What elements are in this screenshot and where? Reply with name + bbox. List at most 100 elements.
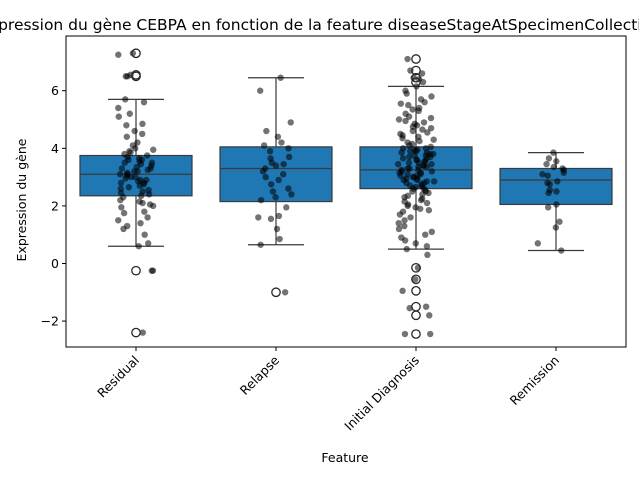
data-point-initial-diagnosis [394, 160, 402, 168]
data-point-initial-diagnosis [406, 153, 413, 161]
data-point-remission [558, 247, 565, 254]
data-point-remission [556, 218, 563, 225]
outlier-relapse [271, 287, 281, 298]
data-point-residual [132, 145, 139, 152]
data-point-initial-diagnosis [430, 136, 437, 143]
data-point-remission [554, 178, 561, 185]
data-point-relapse [278, 139, 285, 146]
data-point-initial-diagnosis [426, 312, 433, 319]
data-point-relapse [277, 74, 284, 81]
data-point-residual [122, 96, 129, 103]
data-point-initial-diagnosis [409, 188, 416, 195]
data-point-initial-diagnosis [406, 165, 413, 172]
data-point-initial-diagnosis [419, 126, 426, 133]
data-point-initial-diagnosis [424, 251, 431, 259]
data-point-residual [115, 104, 122, 112]
outlier-initial-diagnosis [411, 274, 421, 285]
data-point-residual [125, 183, 133, 191]
outlier-initial-diagnosis [411, 262, 421, 273]
y-tick-label: −2 [41, 314, 59, 329]
x-tick-label: Initial Diagnosis [341, 353, 422, 434]
data-point-initial-diagnosis [399, 287, 406, 295]
data-point-initial-diagnosis [402, 117, 409, 125]
data-point-initial-diagnosis [399, 135, 406, 142]
outlier-initial-diagnosis [411, 65, 421, 76]
data-point-relapse [275, 212, 283, 220]
data-point-remission [534, 240, 542, 247]
data-point-relapse [279, 171, 287, 178]
data-point-initial-diagnosis [412, 240, 419, 247]
data-point-residual [144, 166, 151, 174]
data-point-residual [139, 329, 146, 336]
data-point-initial-diagnosis [395, 219, 402, 227]
outlier-initial-diagnosis [411, 329, 421, 339]
data-point-initial-diagnosis [417, 196, 425, 204]
data-point-initial-diagnosis [404, 55, 411, 63]
data-point-initial-diagnosis [401, 222, 408, 230]
data-point-relapse [285, 153, 293, 161]
data-point-remission [539, 171, 546, 178]
data-point-relapse [257, 196, 265, 204]
data-point-remission [543, 160, 550, 168]
data-point-initial-diagnosis [427, 114, 435, 122]
data-point-remission [545, 155, 553, 162]
data-point-relapse [267, 181, 275, 188]
data-point-relapse [288, 191, 295, 198]
data-point-initial-diagnosis [395, 225, 403, 233]
y-tick-label: 6 [51, 83, 59, 98]
data-point-relapse [257, 241, 264, 248]
data-point-initial-diagnosis [405, 113, 413, 120]
data-point-initial-diagnosis [405, 159, 413, 166]
data-point-initial-diagnosis [425, 189, 432, 197]
data-point-initial-diagnosis [425, 207, 433, 214]
data-point-relapse [272, 162, 280, 169]
data-point-initial-diagnosis [405, 101, 412, 109]
data-point-initial-diagnosis [403, 90, 410, 97]
plot-area: −2 0 2 4 6 Residual Relapse Initial Diagnosis Re… [41, 35, 627, 434]
data-point-initial-diagnosis [409, 106, 416, 113]
outlier-initial-diagnosis [411, 72, 421, 83]
data-point-residual [135, 243, 142, 250]
box-relapse [219, 146, 333, 203]
data-point-initial-diagnosis [423, 199, 431, 207]
data-point-residual [117, 196, 124, 204]
data-point-residual [115, 217, 122, 224]
data-point-relapse [272, 194, 279, 201]
data-point-initial-diagnosis [398, 149, 405, 156]
data-point-initial-diagnosis [421, 99, 428, 106]
data-point-initial-diagnosis [428, 160, 435, 168]
data-point-relapse [273, 225, 281, 233]
data-point-initial-diagnosis [401, 217, 408, 224]
outlier-residual [131, 71, 141, 82]
data-point-initial-diagnosis [416, 137, 423, 145]
data-point-residual [143, 152, 151, 159]
data-point-relapse [255, 214, 262, 221]
data-point-initial-diagnosis [403, 245, 410, 253]
data-point-residual [145, 191, 153, 198]
data-point-initial-diagnosis [404, 202, 411, 210]
data-point-relapse [281, 289, 289, 296]
data-point-relapse [274, 133, 282, 140]
data-point-initial-diagnosis [395, 116, 403, 123]
data-point-remission [546, 181, 553, 188]
chart-title: Expression du gène CEBPA en fonction de … [0, 16, 639, 34]
data-point-relapse [263, 127, 270, 135]
data-point-residual [118, 204, 125, 211]
outlier-initial-diagnosis [411, 54, 421, 64]
data-point-residual [116, 171, 124, 178]
data-point-remission [544, 172, 551, 179]
data-point-initial-diagnosis [407, 147, 414, 155]
data-point-initial-diagnosis [422, 303, 430, 310]
data-point-relapse [267, 215, 275, 223]
y-axis-label: Expression du gène [14, 138, 29, 261]
data-point-residual [140, 99, 148, 106]
data-point-residual [136, 182, 144, 189]
data-point-relapse [285, 145, 292, 152]
data-point-initial-diagnosis [409, 127, 417, 135]
outlier-initial-diagnosis [411, 285, 421, 296]
data-point-residual [137, 192, 145, 200]
data-point-initial-diagnosis [427, 330, 434, 338]
data-point-residual [139, 130, 146, 138]
data-point-residual [122, 175, 129, 182]
